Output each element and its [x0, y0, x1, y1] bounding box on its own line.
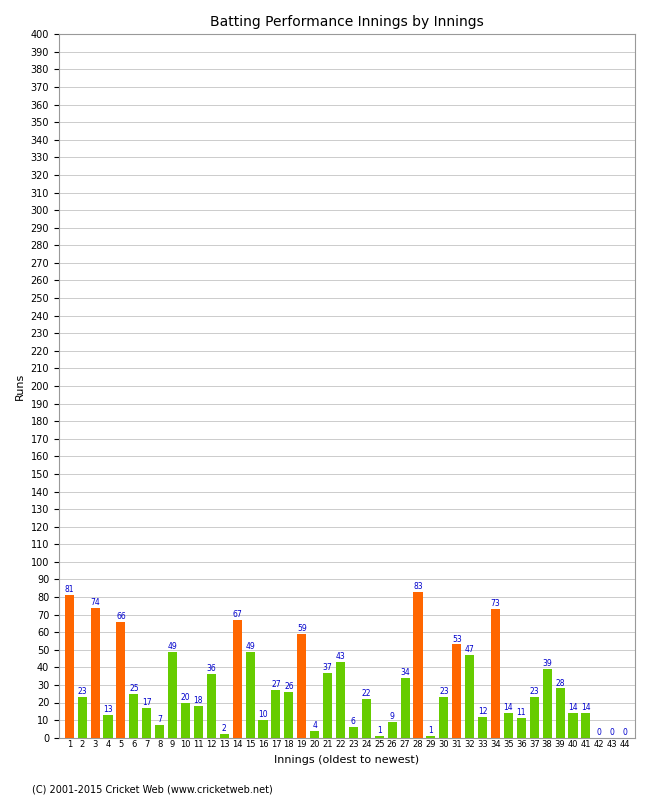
Bar	[543, 669, 552, 738]
Text: 26: 26	[284, 682, 294, 691]
Bar	[220, 734, 229, 738]
Bar	[465, 655, 474, 738]
Text: 49: 49	[245, 642, 255, 650]
Bar	[246, 651, 255, 738]
Bar	[103, 715, 112, 738]
Bar	[400, 678, 410, 738]
Bar	[284, 692, 293, 738]
Text: 47: 47	[465, 645, 474, 654]
Text: 18: 18	[194, 696, 203, 705]
Text: 7: 7	[157, 715, 162, 725]
Bar	[323, 673, 332, 738]
Bar	[362, 699, 371, 738]
Bar	[581, 713, 590, 738]
Bar	[349, 727, 358, 738]
Text: 17: 17	[142, 698, 151, 707]
Text: 66: 66	[116, 612, 126, 621]
Text: 6: 6	[351, 718, 356, 726]
Bar	[194, 706, 203, 738]
Bar	[374, 736, 384, 738]
Text: 1: 1	[377, 726, 382, 735]
Text: 36: 36	[207, 665, 216, 674]
Text: 23: 23	[439, 687, 448, 696]
Bar	[336, 662, 345, 738]
Bar	[77, 698, 86, 738]
Text: 1: 1	[428, 726, 434, 735]
Text: 0: 0	[609, 728, 614, 737]
Text: 53: 53	[452, 634, 461, 643]
Bar	[439, 698, 448, 738]
Bar	[142, 708, 151, 738]
Text: 49: 49	[168, 642, 177, 650]
Bar	[168, 651, 177, 738]
Bar	[207, 674, 216, 738]
Text: 73: 73	[491, 599, 500, 609]
Text: 0: 0	[622, 728, 627, 737]
Text: 14: 14	[568, 703, 578, 712]
Text: 2: 2	[222, 724, 227, 734]
Title: Batting Performance Innings by Innings: Batting Performance Innings by Innings	[210, 15, 484, 29]
Bar	[452, 645, 462, 738]
Bar	[233, 620, 242, 738]
Text: 28: 28	[555, 678, 565, 687]
Text: 23: 23	[530, 687, 539, 696]
X-axis label: Innings (oldest to newest): Innings (oldest to newest)	[274, 755, 419, 765]
Bar	[116, 622, 125, 738]
Text: 4: 4	[312, 721, 317, 730]
Text: 25: 25	[129, 684, 138, 693]
Text: 67: 67	[232, 610, 242, 619]
Text: 10: 10	[258, 710, 268, 719]
Text: 83: 83	[413, 582, 423, 591]
Text: 37: 37	[322, 662, 332, 672]
Bar	[478, 717, 487, 738]
Text: 81: 81	[64, 586, 74, 594]
Text: 12: 12	[478, 706, 488, 716]
Text: 59: 59	[297, 624, 307, 633]
Bar	[569, 713, 577, 738]
Text: 43: 43	[335, 652, 345, 661]
Bar	[387, 722, 396, 738]
Bar	[155, 726, 164, 738]
Text: 9: 9	[390, 712, 395, 721]
Text: 14: 14	[504, 703, 514, 712]
Bar	[259, 720, 268, 738]
Text: (C) 2001-2015 Cricket Web (www.cricketweb.net): (C) 2001-2015 Cricket Web (www.cricketwe…	[32, 784, 273, 794]
Bar	[556, 689, 565, 738]
Bar	[504, 713, 513, 738]
Text: 27: 27	[271, 680, 281, 690]
Bar	[413, 592, 423, 738]
Text: 13: 13	[103, 705, 113, 714]
Text: 11: 11	[517, 709, 526, 718]
Text: 23: 23	[77, 687, 87, 696]
Text: 20: 20	[181, 693, 190, 702]
Text: 22: 22	[361, 689, 371, 698]
Text: 0: 0	[597, 728, 601, 737]
Y-axis label: Runs: Runs	[15, 372, 25, 400]
Bar	[310, 730, 319, 738]
Bar	[530, 698, 539, 738]
Text: 74: 74	[90, 598, 100, 606]
Bar	[297, 634, 306, 738]
Text: 14: 14	[581, 703, 591, 712]
Bar	[272, 690, 280, 738]
Text: 34: 34	[400, 668, 410, 677]
Bar	[181, 702, 190, 738]
Bar	[129, 694, 138, 738]
Bar	[90, 607, 99, 738]
Bar	[65, 595, 73, 738]
Bar	[491, 610, 500, 738]
Bar	[426, 736, 436, 738]
Text: 39: 39	[542, 659, 552, 668]
Bar	[517, 718, 526, 738]
